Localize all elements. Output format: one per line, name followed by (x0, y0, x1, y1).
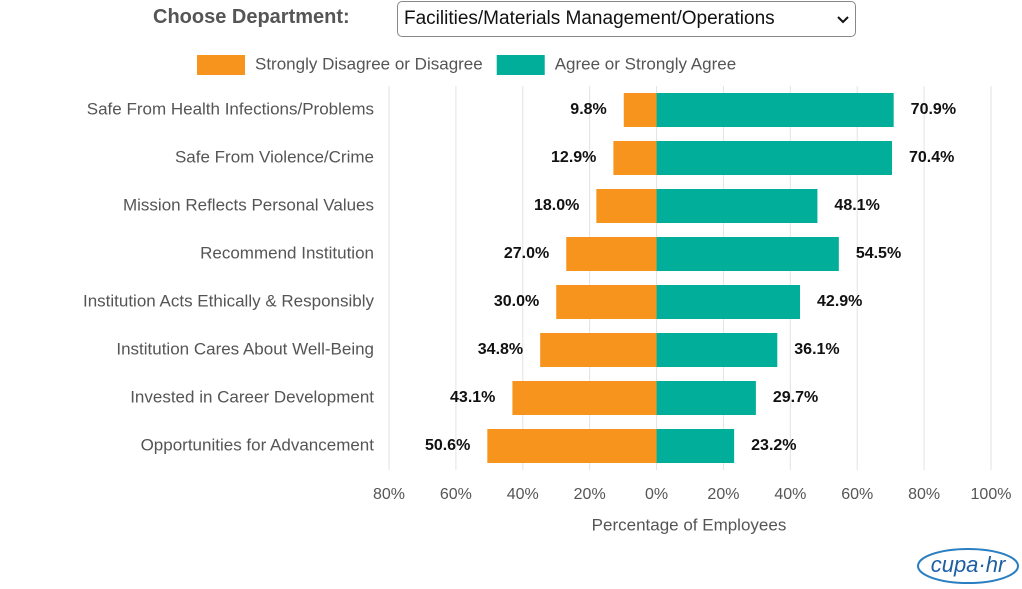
bar (487, 429, 657, 463)
data-label: 42.9% (817, 293, 862, 310)
bar (596, 189, 657, 223)
x-tick-label: 0% (645, 486, 668, 503)
bar (656, 381, 756, 415)
category-label: Mission Reflects Personal Values (123, 195, 374, 214)
data-label: 70.9% (911, 101, 956, 118)
department-dropdown[interactable]: Facilities/Materials Management/Operatio… (397, 1, 856, 37)
data-label: 27.0% (504, 245, 549, 262)
data-label: 54.5% (856, 245, 901, 262)
data-label: 43.1% (450, 389, 495, 406)
logo: cupa·hr (917, 548, 1019, 584)
data-label: 29.7% (773, 389, 818, 406)
bar (556, 285, 657, 319)
x-tick-label: 60% (841, 486, 873, 503)
x-tick-label: 100% (971, 486, 1012, 503)
bar (656, 189, 818, 223)
legend-swatch (197, 55, 245, 75)
legend-label: Agree or Strongly Agree (555, 54, 736, 73)
bar (656, 429, 735, 463)
bar (540, 333, 657, 367)
data-label: 50.6% (425, 437, 470, 454)
data-label: 36.1% (794, 341, 839, 358)
data-label: 70.4% (909, 149, 954, 166)
bar (512, 381, 657, 415)
data-label: 30.0% (494, 293, 539, 310)
bar (656, 237, 839, 271)
bar (656, 333, 778, 367)
x-tick-label: 20% (707, 486, 739, 503)
data-label: 9.8% (570, 101, 606, 118)
data-label: 34.8% (478, 341, 523, 358)
category-label: Institution Acts Ethically & Responsibly (83, 291, 375, 310)
category-label: Institution Cares About Well-Being (116, 339, 374, 358)
x-tick-label: 20% (574, 486, 606, 503)
bar (656, 285, 801, 319)
dropdown-label: Choose Department: (153, 6, 350, 28)
x-tick-label: 80% (373, 486, 405, 503)
dropdown-value: Facilities/Materials Management/Operatio… (404, 8, 775, 29)
x-axis-title: Percentage of Employees (592, 515, 787, 534)
x-tick-label: 40% (507, 486, 539, 503)
data-label: 12.9% (551, 149, 596, 166)
category-label: Safe From Health Infections/Problems (87, 99, 374, 118)
bar (566, 237, 657, 271)
logo-text: cupa·hr (931, 552, 1007, 577)
legend-swatch (496, 55, 545, 75)
x-tick-label: 40% (774, 486, 806, 503)
bar (656, 93, 894, 127)
legend-label: Strongly Disagree or Disagree (255, 54, 483, 73)
data-label: 18.0% (534, 197, 579, 214)
data-label: 23.2% (751, 437, 796, 454)
bar (656, 141, 893, 175)
x-tick-label: 80% (908, 486, 940, 503)
x-tick-label: 60% (440, 486, 472, 503)
data-label: 48.1% (834, 197, 879, 214)
bar (613, 141, 657, 175)
bar (623, 93, 657, 127)
category-label: Invested in Career Development (130, 387, 374, 406)
category-label: Recommend Institution (200, 243, 374, 262)
category-label: Opportunities for Advancement (141, 435, 375, 454)
chevron (837, 16, 849, 24)
category-label: Safe From Violence/Crime (175, 147, 374, 166)
